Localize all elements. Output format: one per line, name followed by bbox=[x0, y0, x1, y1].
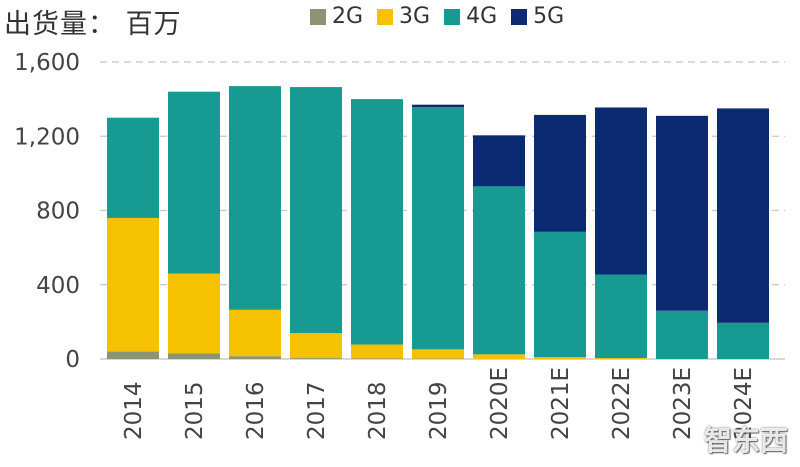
bar-5g-2022e bbox=[595, 107, 647, 275]
bar-4g-2017 bbox=[290, 87, 342, 334]
y-tick-label: 1,600 bbox=[14, 50, 80, 76]
y-tick-label: 0 bbox=[65, 347, 80, 373]
legend-swatch-5g bbox=[511, 8, 528, 25]
legend-swatch-3g bbox=[377, 8, 394, 25]
x-tick-label: 2021E bbox=[548, 367, 574, 440]
y-tick-label: 400 bbox=[36, 273, 80, 299]
legend-swatch-2g bbox=[310, 8, 326, 25]
y-tick-label: 800 bbox=[36, 199, 80, 225]
x-tick-label: 2019 bbox=[426, 381, 452, 440]
legend-item-3g: 3G bbox=[377, 4, 430, 29]
bar-4g-2018 bbox=[351, 99, 403, 345]
legend-label-4g: 4G bbox=[466, 4, 498, 29]
bar-4g-2016 bbox=[229, 86, 281, 310]
bar-2g-2014 bbox=[107, 351, 159, 359]
x-tick-label: 2016 bbox=[243, 381, 269, 440]
bar-2g-2016 bbox=[229, 356, 281, 359]
bar-3g-2017 bbox=[290, 333, 342, 359]
legend-item-4g: 4G bbox=[444, 4, 497, 29]
bar-5g-2019 bbox=[412, 104, 464, 108]
bar-3g-2018 bbox=[351, 344, 403, 359]
watermark: 智东西 bbox=[703, 424, 788, 457]
legend-label-5g: 5G bbox=[533, 4, 565, 29]
legend-label-3g: 3G bbox=[399, 4, 431, 29]
x-tick-label: 2023E bbox=[670, 367, 696, 440]
bar-3g-2022e bbox=[595, 358, 647, 359]
bar-3g-2019 bbox=[412, 349, 464, 359]
bar-5g-2021e bbox=[534, 114, 586, 232]
bar-5g-2024e bbox=[717, 108, 769, 323]
x-tick-label: 2017 bbox=[304, 381, 330, 440]
bar-5g-2020e bbox=[473, 135, 525, 187]
bar-4g-2020e bbox=[473, 186, 525, 355]
bar-4g-2021e bbox=[534, 231, 586, 358]
bar-3g-2020e bbox=[473, 354, 525, 359]
legend-label-2g: 2G bbox=[332, 4, 364, 29]
legend-item-5g: 5G bbox=[511, 4, 564, 29]
x-tick-label: 2024E bbox=[731, 367, 757, 440]
bar-4g-2024e bbox=[717, 322, 769, 359]
bar-2g-2017 bbox=[290, 358, 342, 359]
x-tick-label: 2015 bbox=[182, 381, 208, 440]
chart-legend: 2G 3G 4G 5G bbox=[310, 4, 578, 29]
bar-4g-2015 bbox=[168, 91, 220, 274]
bar-3g-2015 bbox=[168, 273, 220, 354]
y-tick-label: 1,200 bbox=[14, 124, 80, 150]
x-tick-label: 2014 bbox=[121, 381, 147, 440]
bar-5g-2023e bbox=[656, 115, 708, 311]
bar-4g-2014 bbox=[107, 117, 159, 218]
unit-label: 出货量： 百万 bbox=[4, 9, 182, 40]
bar-2g-2015 bbox=[168, 353, 220, 359]
bar-4g-2019 bbox=[412, 107, 464, 350]
legend-swatch-4g bbox=[444, 8, 461, 25]
bar-3g-2014 bbox=[107, 217, 159, 352]
bar-2g-2018 bbox=[351, 358, 403, 359]
bar-4g-2022e bbox=[595, 274, 647, 359]
x-tick-label: 2022E bbox=[609, 367, 635, 440]
x-tick-label: 2020E bbox=[487, 367, 513, 440]
bar-4g-2023e bbox=[656, 310, 708, 359]
legend-item-2g: 2G bbox=[310, 4, 363, 29]
bar-3g-2021e bbox=[534, 357, 586, 359]
x-tick-label: 2018 bbox=[365, 381, 391, 440]
bar-3g-2016 bbox=[229, 309, 281, 357]
